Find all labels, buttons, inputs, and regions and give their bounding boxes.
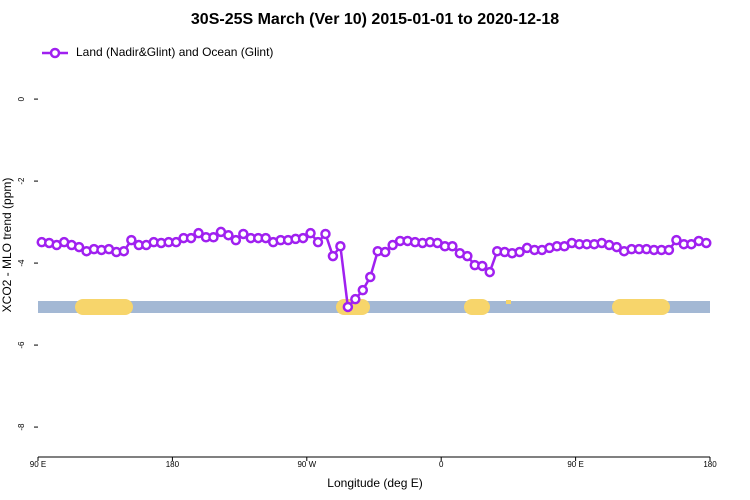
legend-marker xyxy=(49,47,61,59)
y-tick-label: 0 xyxy=(17,96,26,101)
data-point xyxy=(118,245,130,257)
data-point xyxy=(447,241,458,252)
data-point xyxy=(73,241,85,253)
data-point xyxy=(387,239,398,251)
data-point xyxy=(305,227,316,239)
data-point xyxy=(342,301,354,313)
data-point xyxy=(484,266,495,278)
x-tick-label: 0 xyxy=(439,460,444,469)
data-point xyxy=(350,293,361,305)
data-point xyxy=(514,246,525,258)
y-tick-label: -6 xyxy=(17,341,26,349)
data-point xyxy=(357,284,369,296)
data-point xyxy=(223,229,234,241)
data-point xyxy=(238,228,249,240)
data-point xyxy=(379,246,391,258)
x-axis-label: Longitude (deg E) xyxy=(327,476,422,490)
x-tick-label: 90 W xyxy=(297,460,316,469)
data-point xyxy=(185,232,197,244)
y-axis-label: XCO2 - MLO trend (ppm) xyxy=(0,178,14,313)
land-band xyxy=(464,299,490,315)
land-band xyxy=(506,300,511,304)
x-tick-label: 180 xyxy=(703,460,717,469)
data-point xyxy=(663,244,675,256)
data-point xyxy=(477,260,488,272)
data-point xyxy=(365,271,376,283)
chart-title: 30S-25S March (Ver 10) 2015-01-01 to 202… xyxy=(191,11,559,28)
y-tick-label: -8 xyxy=(17,423,26,431)
data-point xyxy=(462,250,473,262)
land-ocean-band xyxy=(38,299,710,315)
data-point xyxy=(320,228,331,240)
data-point xyxy=(230,234,242,246)
data-point xyxy=(193,227,204,239)
data-point xyxy=(701,237,712,249)
data-point xyxy=(671,234,682,246)
data-point xyxy=(208,232,219,243)
legend-label: Land (Nadir&Glint) and Ocean (Glint) xyxy=(76,45,273,59)
data-point xyxy=(327,250,339,262)
land-band xyxy=(75,299,133,315)
y-tick-label: -4 xyxy=(17,259,26,267)
ocean-band xyxy=(38,301,710,313)
data-point xyxy=(260,232,271,244)
y-tick-label: -2 xyxy=(17,177,26,185)
data-point xyxy=(126,234,137,246)
land-band xyxy=(612,299,670,315)
x-tick-label: 90 E xyxy=(567,460,583,469)
data-point xyxy=(611,241,622,253)
x-tick-label: 90 E xyxy=(30,460,46,469)
data-point xyxy=(335,241,346,252)
x-tick-label: 180 xyxy=(166,460,180,469)
data-point xyxy=(170,236,182,248)
data-point xyxy=(312,236,324,248)
data-point xyxy=(297,232,309,244)
